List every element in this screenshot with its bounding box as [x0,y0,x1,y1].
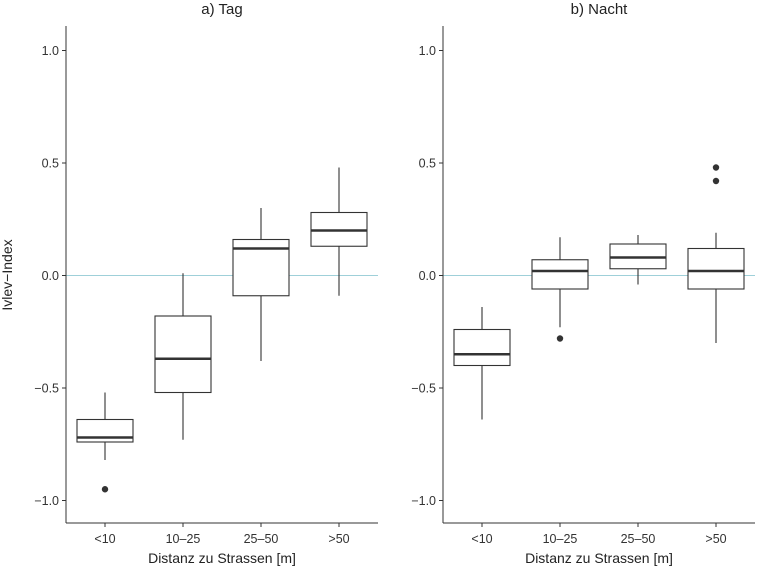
box-25–50 [609,235,667,285]
box-<10 [453,307,511,420]
y-tick-label: −0.5 [411,382,436,396]
y-tick-label: 0.0 [419,269,436,283]
panel-title: b) Nacht [571,1,629,18]
x-tick-label: <10 [94,532,115,546]
box-25–50 [232,208,290,361]
panel-b: b) Nacht −1.0 −0.5 0.0 0.5 1.0 <10 10–25 25–50 >5… [411,1,755,566]
outlier-point [712,164,720,171]
x-axis-title: Distanz zu Strassen [m] [148,550,296,566]
box-10–25 [154,273,212,440]
box-body [154,315,212,394]
box-<10 [76,392,134,493]
outlier-point [101,486,109,493]
x-tick-label: 25–50 [621,532,656,546]
y-tick-label: 0.5 [42,157,59,171]
y-tick-label: −1.0 [411,494,436,508]
panels-layer: a) Tag −1.0 −0.5 0.0 0.5 1.0 <10 10–25 25–50 >50 D… [34,1,755,566]
y-tick-label: 0.0 [42,269,59,283]
y-tick-label: 1.0 [419,44,436,58]
x-axis-title: Distanz zu Strassen [m] [525,550,673,566]
box->50 [310,167,368,296]
y-tick-label: 0.5 [419,157,436,171]
y-axis-title: Ivlev−Index [0,239,15,310]
box-body [687,247,745,290]
x-tick-label: >50 [705,532,726,546]
x-tick-label: 10–25 [166,532,201,546]
box-10–25 [531,237,589,342]
box->50 [687,164,745,343]
outlier-point [556,335,564,342]
x-tick-label: <10 [471,532,492,546]
y-tick-label: 1.0 [42,44,59,58]
x-tick-label: 25–50 [244,532,279,546]
panel-title: a) Tag [201,1,242,18]
y-tick-label: −1.0 [34,494,59,508]
outlier-point [712,177,720,185]
y-tick-label: −0.5 [34,382,59,396]
box-body [531,259,589,290]
panel-a: a) Tag −1.0 −0.5 0.0 0.5 1.0 <10 10–25 25–50 >50 D… [34,1,378,566]
x-tick-label: >50 [328,532,349,546]
x-tick-label: 10–25 [543,532,578,546]
box-body [453,328,511,367]
